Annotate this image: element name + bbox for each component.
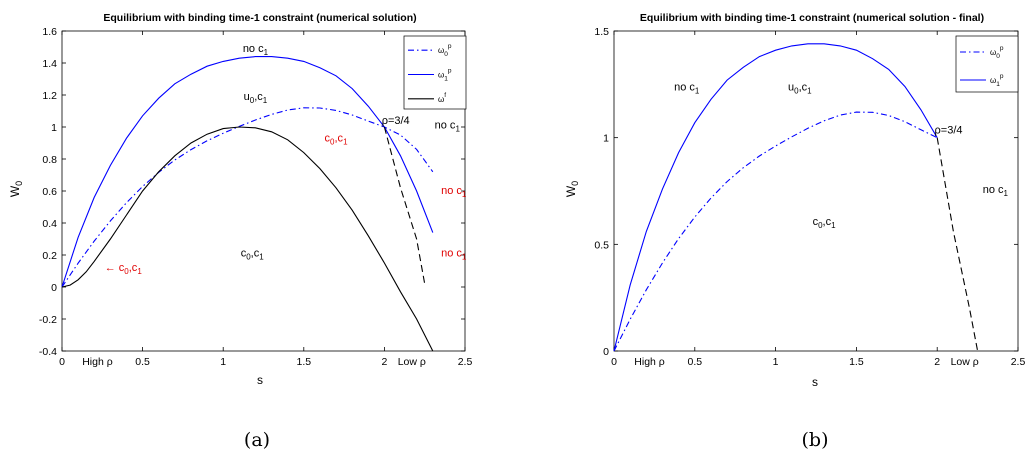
y-tick-label: 0.8 bbox=[42, 154, 57, 166]
legend-entry: ω0p bbox=[990, 45, 1004, 60]
y-tick-label: 1 bbox=[51, 122, 57, 134]
x-tick-label: 2.5 bbox=[458, 356, 473, 368]
x-axis-label: s bbox=[257, 373, 263, 387]
x-tick-label: 2 bbox=[934, 356, 940, 368]
chart-annotation: ← c0,c1 bbox=[105, 262, 143, 276]
x-range-label: High ρ bbox=[82, 356, 113, 368]
panel-caption: (b) bbox=[802, 429, 829, 450]
y-tick-label: 1.4 bbox=[42, 58, 57, 70]
chart-annotation: ρ=3/4 bbox=[935, 124, 963, 136]
chart-annotation: c0,c1 bbox=[813, 216, 837, 230]
y-tick-label: 1.6 bbox=[42, 26, 57, 38]
series-line-boundary bbox=[936, 137, 979, 352]
legend-box bbox=[955, 35, 1019, 93]
chart-annotation: no c1 bbox=[435, 120, 461, 134]
y-tick-label: 0 bbox=[51, 282, 57, 294]
x-tick-label: 0 bbox=[59, 356, 65, 368]
plot-area bbox=[613, 30, 1019, 352]
x-tick-label: 2 bbox=[381, 356, 387, 368]
legend-entry: ω1p bbox=[438, 68, 452, 83]
chart-annotation: u0,c1 bbox=[244, 91, 268, 105]
chart-annotation: no c1 bbox=[441, 248, 467, 262]
y-axis-label-sub: 0 bbox=[570, 181, 580, 186]
x-tick-label: 0.5 bbox=[135, 356, 150, 368]
chart-annotation: no c1 bbox=[983, 184, 1009, 198]
chart-panel-b: Equilibrium with binding time-1 constrai… bbox=[564, 12, 1025, 450]
x-tick-label: 1 bbox=[773, 356, 779, 368]
x-range-label: High ρ bbox=[634, 356, 665, 368]
chart-title: Equilibrium with binding time-1 constrai… bbox=[103, 12, 416, 24]
x-range-label: Low ρ bbox=[951, 356, 979, 368]
x-tick-label: 1 bbox=[220, 356, 226, 368]
y-axis-label: W0 bbox=[564, 181, 580, 197]
legend-entry: ωf bbox=[438, 92, 446, 104]
legend-box bbox=[403, 35, 467, 110]
x-range-label: Low ρ bbox=[398, 356, 426, 368]
legend-entry: ω1p bbox=[990, 73, 1004, 88]
chart-annotation: c0,c1 bbox=[241, 248, 265, 262]
y-tick-label: 0.4 bbox=[42, 218, 57, 230]
series-line-ω1p bbox=[61, 56, 434, 288]
y-axis-label: W0 bbox=[8, 181, 24, 197]
y-tick-label: 0 bbox=[603, 346, 609, 358]
legend-entry: ω0p bbox=[438, 43, 452, 58]
y-tick-label: -0.2 bbox=[39, 314, 57, 326]
panel-caption: (a) bbox=[244, 429, 270, 450]
x-tick-label: 0.5 bbox=[687, 356, 702, 368]
y-tick-label: -0.4 bbox=[39, 346, 57, 358]
series-line-ωf bbox=[61, 126, 434, 352]
x-tick-label: 1.5 bbox=[849, 356, 864, 368]
y-tick-label: 0.6 bbox=[42, 186, 57, 198]
chart-annotation: no c1 bbox=[243, 43, 269, 57]
chart-annotation: u0,c1 bbox=[788, 82, 812, 96]
chart-title: Equilibrium with binding time-1 constrai… bbox=[640, 12, 984, 24]
y-tick-label: 0.5 bbox=[594, 239, 609, 251]
y-tick-label: 1 bbox=[603, 133, 609, 145]
chart-annotation: c0,c1 bbox=[325, 132, 349, 146]
x-tick-label: 0 bbox=[611, 356, 617, 368]
y-axis-label-sub: 0 bbox=[14, 181, 24, 186]
chart-annotation: no c1 bbox=[674, 82, 700, 96]
series-line-ω0p bbox=[61, 107, 434, 288]
chart-annotation: no c1 bbox=[441, 185, 467, 199]
x-tick-label: 2.5 bbox=[1011, 356, 1026, 368]
x-axis-label: s bbox=[812, 375, 818, 389]
y-tick-label: 1.5 bbox=[594, 26, 609, 38]
chart-panel-a: Equilibrium with binding time-1 constrai… bbox=[8, 12, 472, 450]
series-line-boundary bbox=[383, 126, 426, 284]
y-tick-label: 1.2 bbox=[42, 90, 57, 102]
chart-annotation: ρ=3/4 bbox=[382, 115, 410, 127]
series-line-ω1p bbox=[613, 43, 938, 352]
series-line-ω0p bbox=[613, 111, 938, 352]
y-tick-label: 0.2 bbox=[42, 250, 57, 262]
x-tick-label: 1.5 bbox=[296, 356, 311, 368]
